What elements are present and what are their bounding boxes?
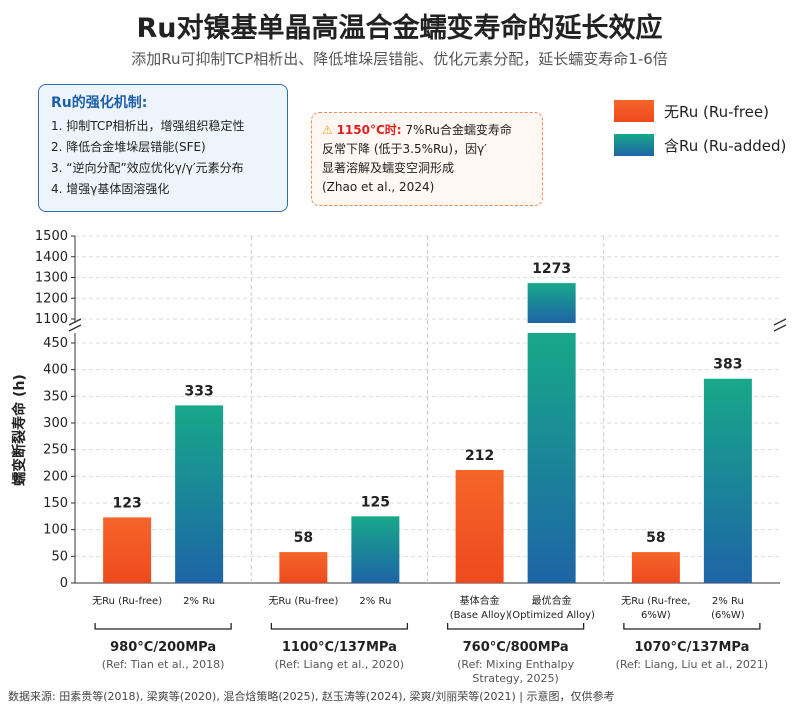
- bar-label: (6%W): [711, 610, 745, 621]
- bar-label: 基体合金: [460, 594, 500, 607]
- bar: [703, 378, 752, 583]
- value-label: 333: [185, 383, 214, 399]
- group-bracket: [623, 623, 761, 630]
- footer: 数据来源: 田素贵等(2018), 梁爽等(2020), 混合焓策略(2025)…: [8, 690, 615, 703]
- y-tick-label: 200: [43, 469, 68, 484]
- warning-line: 显著溶解及蠕变空洞形成: [322, 161, 455, 175]
- axis-break: [68, 324, 82, 332]
- bar-label: (Optimized Alloy): [508, 610, 595, 621]
- y-tick-label: 1500: [35, 229, 68, 244]
- value-label: 125: [361, 494, 390, 510]
- legend-swatch: [614, 134, 654, 156]
- y-tick-label: 1300: [35, 271, 68, 286]
- axis-break: [68, 318, 82, 326]
- y-tick-label: 400: [43, 363, 68, 378]
- bar: [527, 283, 576, 323]
- bar-label: 无Ru (Ru-free): [268, 596, 338, 607]
- y-tick-label: 50: [51, 549, 68, 564]
- bar-label: 无Ru (Ru-free,: [621, 596, 690, 607]
- bar: [527, 333, 576, 583]
- box-item: 4. 增强γ基体固溶强化: [51, 182, 170, 196]
- warning-text: 7%Ru合金蠕变寿命反常下降 (低于3.5%Ru)，因γ′ 显著溶解及蠕变空洞形成…: [322, 123, 512, 194]
- bar-label: 6%W): [641, 610, 671, 621]
- warning-line: 7%Ru合金蠕变寿命: [401, 123, 512, 137]
- value-label: 58: [294, 530, 313, 546]
- y-tick-label: 1100: [35, 312, 68, 327]
- legend-label: 无Ru (Ru-free): [664, 103, 769, 121]
- legend-label: 含Ru (Ru-added): [664, 137, 786, 155]
- y-tick-label: 350: [43, 389, 68, 404]
- legend-swatch: [614, 100, 654, 122]
- value-label: 383: [713, 357, 742, 373]
- axis-break: [773, 324, 787, 332]
- y-tick-label: 450: [43, 336, 68, 351]
- group-label: 1070°C/137MPa: [634, 640, 749, 655]
- group-bracket: [270, 623, 409, 630]
- subtitle: 添加Ru可抑制TCP相析出、降低堆垛层错能、优化元素分配，延长蠕变寿命1-6倍: [131, 50, 668, 68]
- bar: [103, 517, 152, 583]
- bar-label: 2% Ru: [359, 596, 391, 607]
- group-ref: (Ref: Tian et al., 2018): [102, 658, 225, 671]
- y-tick-label: 0: [60, 576, 68, 591]
- value-label: 123: [113, 495, 142, 511]
- group-ref: (Ref: Liang et al., 2020): [275, 658, 404, 671]
- warning-lead: 1150°C时:: [336, 123, 402, 137]
- warning-icon: ⚠: [322, 123, 337, 137]
- group-bracket: [94, 623, 232, 630]
- group-ref: (Ref: Mixing Enthalpy: [457, 658, 574, 671]
- title: Ru对镍基单晶高温合金蠕变寿命的延长效应: [136, 13, 663, 44]
- group-label: 1100°C/137MPa: [282, 640, 397, 655]
- warning-box: ⚠ 1150°C时: 7%Ru合金蠕变寿命反常下降 (低于3.5%Ru)，因γ′…: [311, 112, 543, 206]
- box-items: 1. 抑制TCP相析出，增强组织稳定性 2. 降低合金堆垛层错能(SFE) 3. “…: [51, 116, 275, 200]
- y-axis-label: 蠕变断裂寿命 (h): [11, 374, 28, 486]
- y-tick-label: 1400: [35, 250, 68, 265]
- group-label: 760°C/800MPa: [463, 640, 569, 655]
- warning-line: (Zhao et al., 2024): [322, 180, 435, 194]
- bar-label: 无Ru (Ru-free): [92, 596, 162, 607]
- bar: [351, 516, 400, 583]
- bar-label: 2% Ru: [712, 596, 744, 607]
- box-title: Ru的强化机制:: [51, 95, 148, 111]
- y-tick-label: 1200: [35, 291, 68, 306]
- y-tick-label: 300: [43, 416, 68, 431]
- value-label: 58: [646, 530, 665, 546]
- bar-label: (Base Alloy): [450, 610, 510, 621]
- bar: [631, 552, 680, 583]
- y-tick-label: 250: [43, 443, 68, 458]
- group-ref: Strategy, 2025): [472, 672, 558, 685]
- box-item: 2. 降低合金堆垛层错能(SFE): [51, 140, 206, 154]
- y-tick-label: 150: [43, 496, 68, 511]
- mechanism-box: Ru的强化机制: 1. 抑制TCP相析出，增强组织稳定性 2. 降低合金堆垛层错能…: [38, 84, 288, 212]
- y-tick-label: 100: [43, 523, 68, 538]
- bar: [455, 469, 504, 583]
- box-item: 3. “逆向分配”效应优化γ/γ′元素分布: [51, 161, 244, 175]
- bar: [175, 405, 224, 583]
- bar: [279, 552, 328, 583]
- group-label: 980°C/200MPa: [110, 640, 216, 655]
- warning-line: 反常下降 (低于3.5%Ru)，因γ′: [322, 142, 487, 156]
- bar-label: 2% Ru: [183, 596, 215, 607]
- group-bracket: [446, 623, 585, 630]
- bar-label: 最优合金: [532, 594, 572, 607]
- value-label: 212: [465, 448, 494, 464]
- value-label: 1273: [532, 261, 571, 277]
- group-ref: (Ref: Liang, Liu et al., 2021): [616, 658, 769, 671]
- box-item: 1. 抑制TCP相析出，增强组织稳定性: [51, 119, 245, 133]
- axis-break: [773, 318, 787, 326]
